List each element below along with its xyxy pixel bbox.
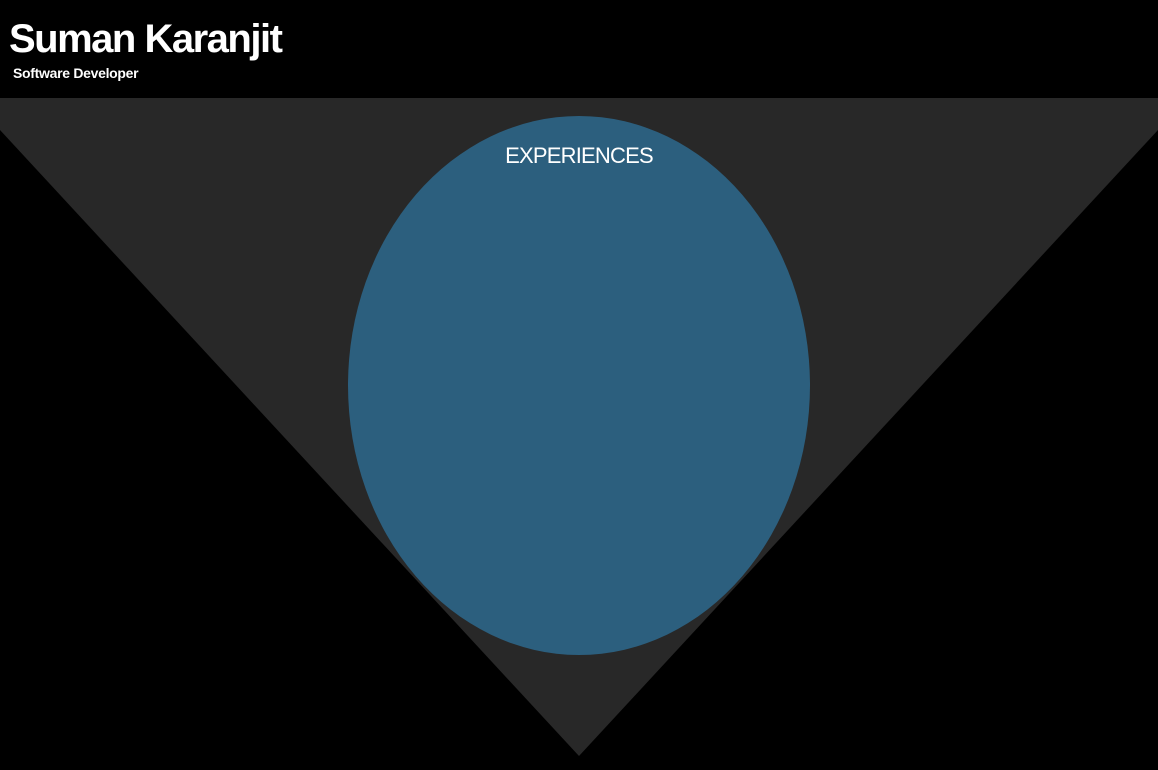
experiences-circle[interactable] [348, 116, 810, 655]
site-title: Suman Karanjit [9, 17, 283, 61]
header: Suman Karanjit Software Developer [0, 0, 1158, 98]
experiences-heading: EXPERIENCES [505, 143, 654, 168]
site-subtitle: Software Developer [13, 65, 139, 81]
